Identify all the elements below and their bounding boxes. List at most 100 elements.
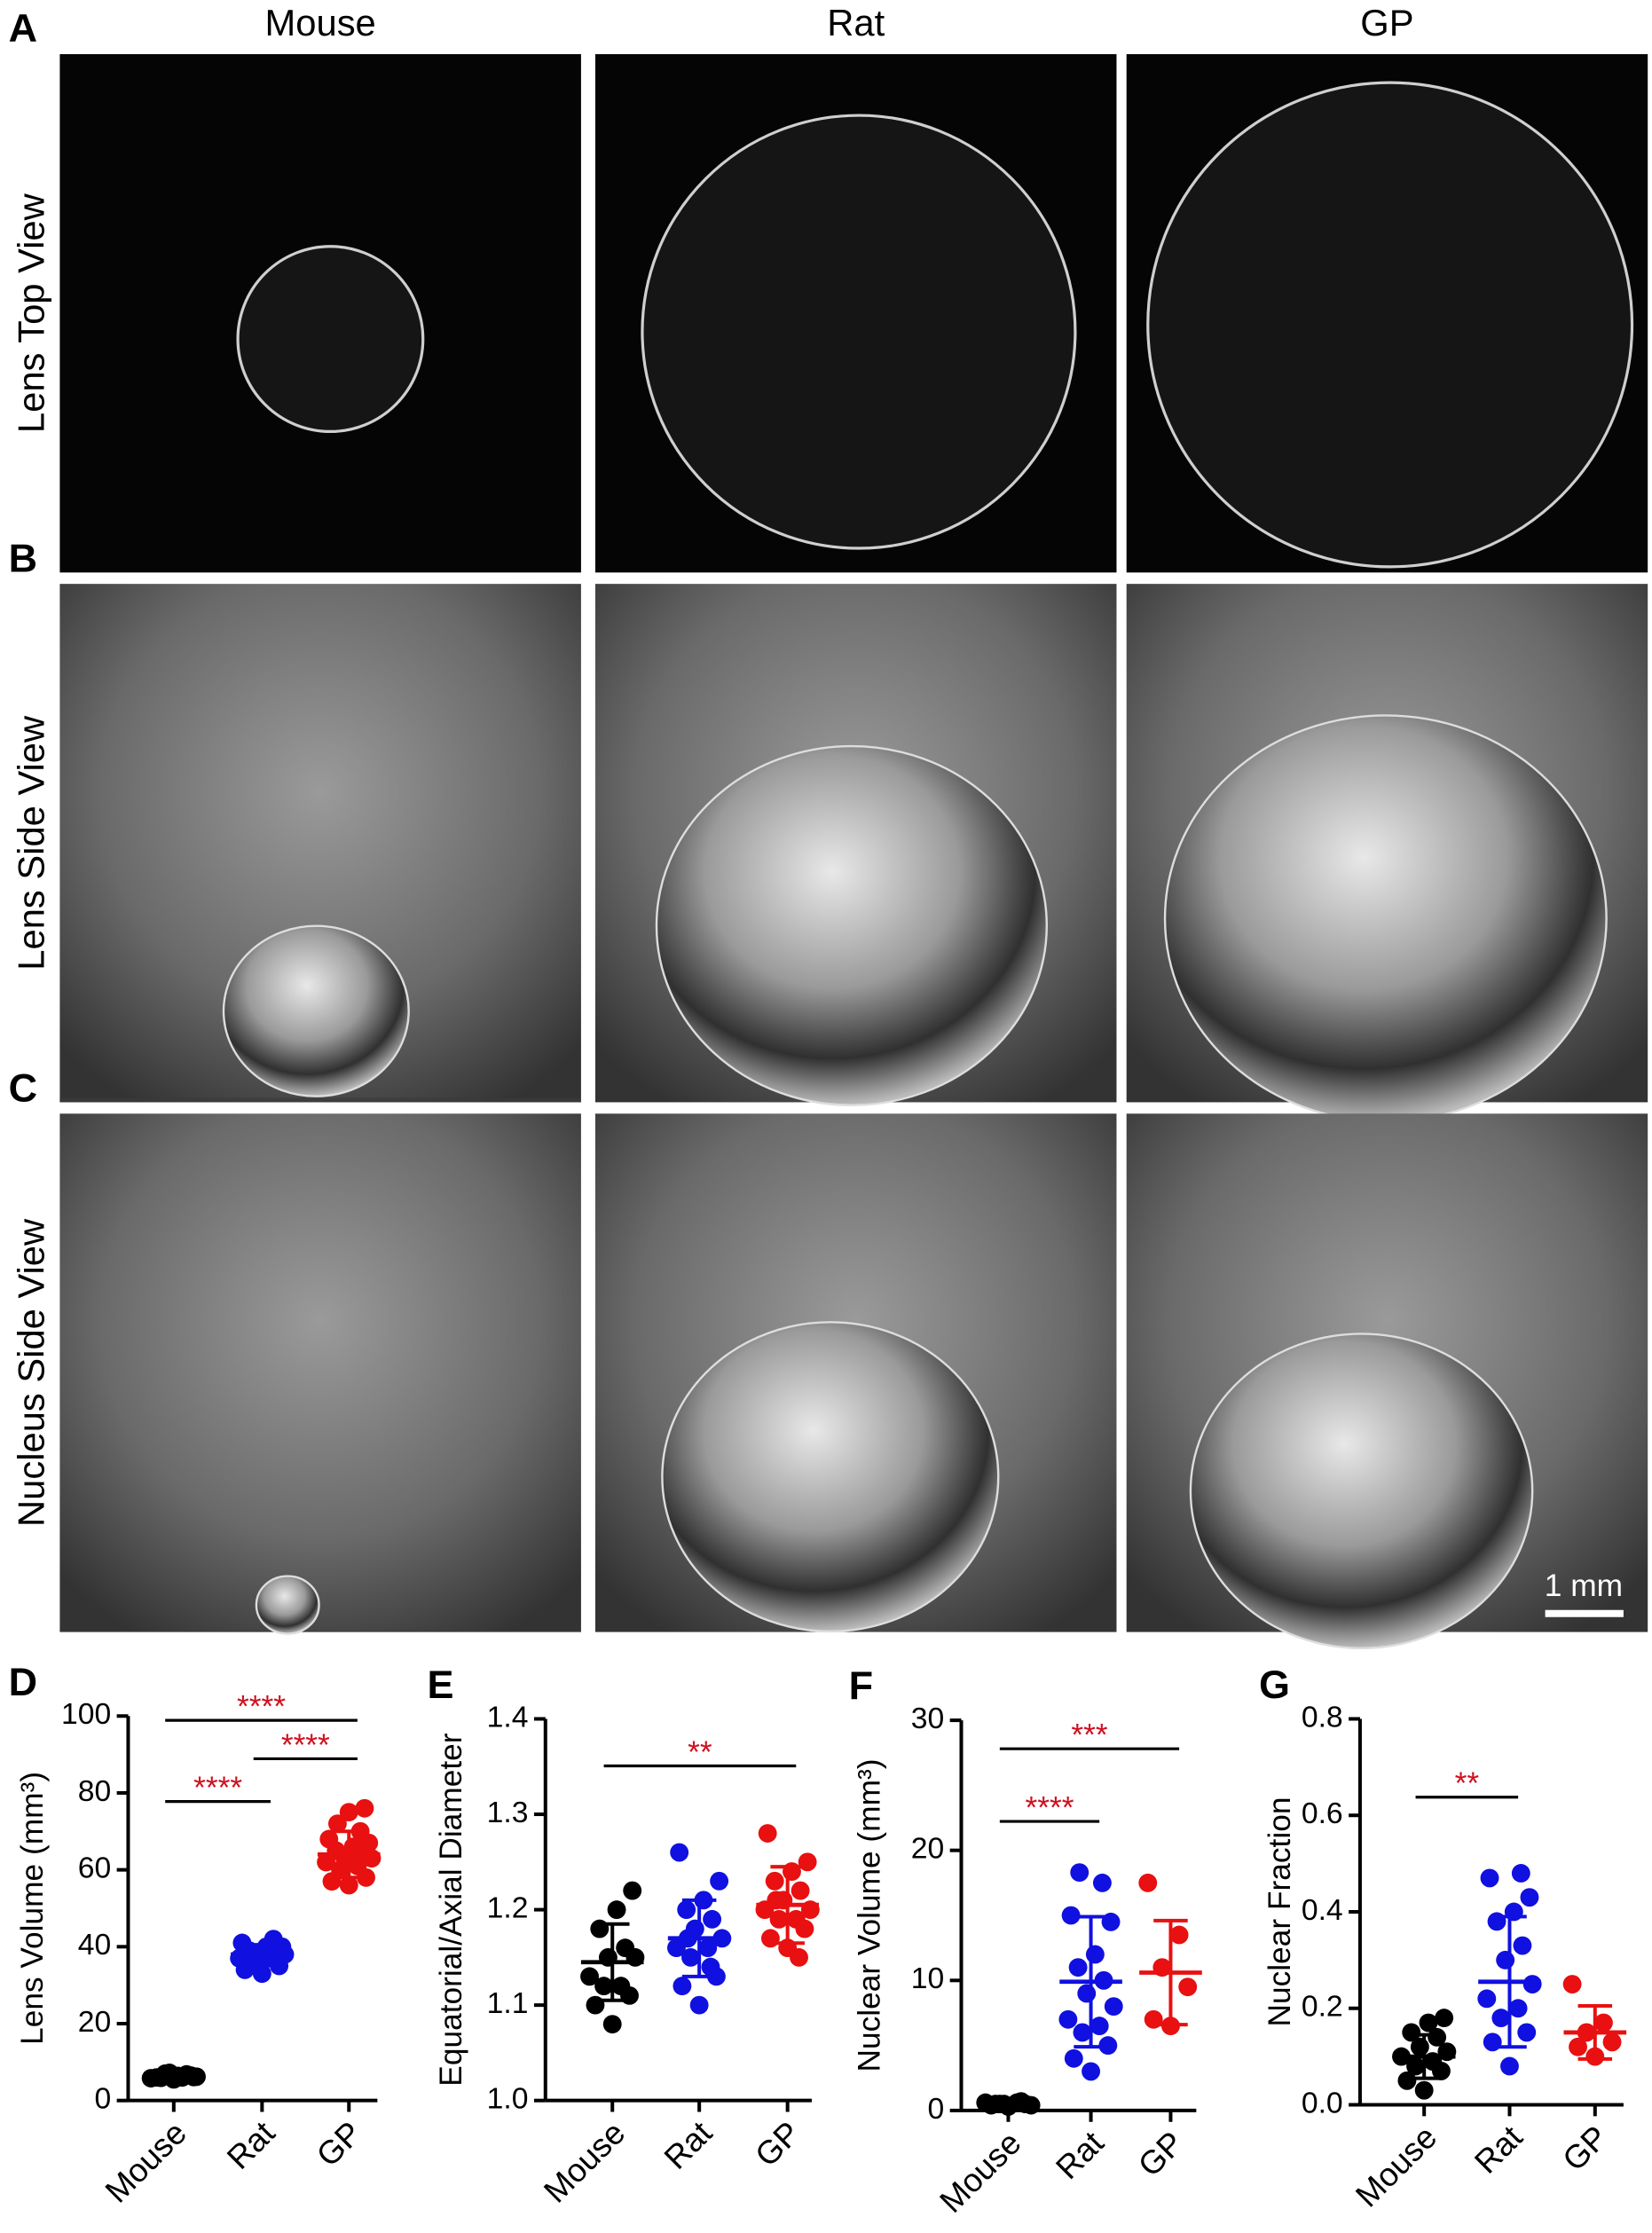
lens <box>641 114 1077 550</box>
lens <box>255 1575 320 1635</box>
panel-letter: B <box>9 535 37 580</box>
data-point <box>607 1900 626 1920</box>
y-tick-label: 0.0 <box>1302 2086 1343 2119</box>
x-tick-label: Mouse <box>932 2125 1027 2220</box>
column-label: GP <box>1360 2 1413 43</box>
y-tick-label: 1.2 <box>487 1891 529 1924</box>
bench <box>59 1097 581 1103</box>
data-point <box>232 1933 252 1953</box>
y-tick-label: 0.4 <box>1302 1893 1343 1927</box>
y-tick-label: 1.1 <box>487 1986 529 2020</box>
data-point <box>670 1843 689 1862</box>
data-point <box>1098 2036 1118 2056</box>
data-point <box>701 1957 720 1977</box>
data-point <box>1511 1864 1530 1883</box>
data-point <box>602 2015 622 2034</box>
x-tick-label: Rat <box>1467 2119 1530 2181</box>
data-point <box>790 1947 808 1967</box>
data-point <box>1496 1950 1515 1970</box>
data-point <box>786 1909 806 1929</box>
lens <box>1146 81 1634 569</box>
x-tick-label: Rat <box>220 2114 282 2176</box>
data-point <box>1406 2056 1425 2076</box>
data-point <box>1508 1999 1528 2018</box>
data-point <box>698 1938 718 1958</box>
significance-label: **** <box>281 1728 330 1763</box>
data-point <box>1517 2023 1537 2042</box>
data-point <box>1419 2013 1438 2033</box>
data-point <box>1435 2009 1454 2028</box>
lens <box>1163 714 1608 1123</box>
y-tick-label: 20 <box>911 1832 944 1866</box>
data-point <box>677 1900 696 1920</box>
scale-bar-label: 1 mm <box>1545 1569 1623 1603</box>
data-point <box>765 1871 784 1891</box>
x-tick-label: Mouse <box>1349 2119 1444 2213</box>
x-tick-label: GP <box>748 2114 807 2174</box>
data-point <box>616 1938 635 1958</box>
data-point <box>241 1953 260 1972</box>
data-point <box>1569 2037 1587 2056</box>
lens <box>1189 1333 1534 1650</box>
data-point <box>791 1881 810 1900</box>
y-axis-label: Nuclear Fraction <box>1263 1797 1297 2027</box>
y-tick-label: 0 <box>927 2092 944 2126</box>
y-tick-label: 40 <box>78 1928 111 1962</box>
y-tick-label: 0.2 <box>1302 1990 1343 2024</box>
data-point <box>681 1947 700 1967</box>
data-point <box>1169 1925 1189 1945</box>
row-label: Nucleus Side View <box>11 1218 52 1527</box>
data-point <box>1520 1888 1539 1907</box>
y-tick-label: 1.0 <box>487 2082 529 2116</box>
significance-label: **** <box>237 1690 286 1725</box>
data-point <box>1090 2017 1109 2036</box>
data-point <box>339 1875 358 1895</box>
photo <box>59 1113 581 1632</box>
data-point <box>1070 1863 1090 1883</box>
data-point <box>1491 2009 1511 2028</box>
data-point <box>355 1798 374 1818</box>
data-point <box>1593 2013 1613 2033</box>
data-point <box>1061 1906 1081 1925</box>
significance-label: **** <box>1026 1791 1074 1826</box>
data-point <box>1602 2033 1622 2052</box>
data-point <box>1562 1975 1582 1993</box>
data-point <box>1082 2062 1100 2081</box>
y-tick-label: 1.3 <box>487 1796 529 1829</box>
column-label: Mouse <box>265 2 376 43</box>
y-tick-label: 0.8 <box>1302 1700 1343 1734</box>
significance-label: *** <box>1071 1718 1107 1753</box>
y-tick-label: 0 <box>94 2082 111 2116</box>
data-point <box>1092 1873 1112 1892</box>
lens <box>236 245 425 434</box>
data-point <box>1064 2048 1083 2068</box>
data-point <box>703 1909 722 1929</box>
y-axis-label: Lens Volume (mm³) <box>15 1772 50 2045</box>
data-point <box>1522 1975 1542 1993</box>
y-tick-label: 100 <box>61 1697 111 1731</box>
row-label: Lens Side View <box>11 715 52 971</box>
x-tick-label: GP <box>1131 2125 1191 2184</box>
data-point <box>1414 2080 1434 2100</box>
data-point <box>769 1909 789 1929</box>
significance-label: ** <box>1455 1766 1480 1801</box>
x-tick-label: Mouse <box>98 2114 193 2209</box>
y-axis-label: Nuclear Volume (mm³) <box>853 1758 887 2072</box>
data-point <box>673 1977 692 1996</box>
y-tick-label: 1.4 <box>487 1700 529 1734</box>
data-point <box>1397 2071 1417 2090</box>
row-label: Lens Top View <box>11 193 52 433</box>
y-tick-label: 10 <box>911 1962 944 1995</box>
data-point <box>1073 2023 1092 2042</box>
x-tick-label: Mouse <box>537 2114 632 2209</box>
data-point <box>1138 1873 1158 1892</box>
data-point <box>1500 2056 1519 2076</box>
significance-label: ** <box>688 1735 712 1770</box>
data-point <box>710 1871 729 1891</box>
panel-letter: D <box>9 1659 37 1704</box>
bench <box>59 1630 581 1632</box>
data-point <box>758 1824 777 1843</box>
data-point <box>623 1881 642 1900</box>
panel-letter: G <box>1259 1662 1290 1707</box>
